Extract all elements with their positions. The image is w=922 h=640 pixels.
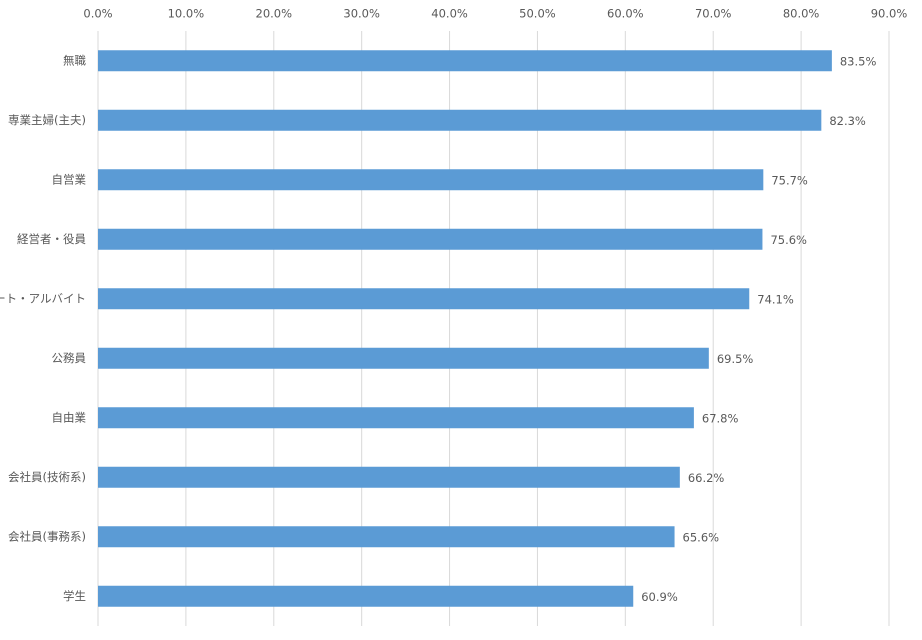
data-label: 60.9% [641,590,678,604]
x-tick-label: 50.0% [519,7,556,21]
y-tick-label: 会社員(事務系) [8,529,86,543]
data-label: 69.5% [717,352,754,366]
y-tick-label: パート・アルバイト [0,291,86,305]
y-tick-label: 自由業 [52,410,87,424]
data-label: 75.7% [771,173,808,187]
data-label: 67.8% [702,411,739,425]
bar [98,288,750,310]
x-tick-label: 60.0% [607,7,644,21]
bar [98,526,675,548]
bar [98,466,680,488]
y-tick-label: 経営者・役員 [17,232,86,246]
bar [98,347,709,369]
x-tick-label: 80.0% [783,7,820,21]
bar [98,407,694,429]
y-tick-label: 学生 [63,589,86,603]
y-tick-label: 会社員(技術系) [8,470,86,484]
data-label: 66.2% [688,471,725,485]
y-tick-label: 自営業 [52,172,87,186]
y-tick-label: 公務員 [52,351,87,365]
data-label: 65.6% [683,530,720,544]
data-label: 74.1% [757,292,794,306]
x-tick-label: 70.0% [695,7,732,21]
y-tick-label: 専業主婦(主夫) [8,113,86,127]
data-label: 82.3% [829,114,866,128]
data-label: 75.6% [770,233,807,247]
x-tick-label: 40.0% [431,7,468,21]
x-tick-label: 20.0% [256,7,293,21]
bar [98,50,832,72]
x-tick-label: 10.0% [168,7,205,21]
bar [98,169,764,191]
bar [98,228,763,250]
x-tick-label: 90.0% [871,7,908,21]
x-tick-label: 30.0% [343,7,380,21]
bar [98,585,634,607]
bar [98,109,822,131]
x-tick-label: 0.0% [83,7,112,21]
data-label: 83.5% [840,54,877,68]
y-tick-label: 無職 [63,53,86,67]
